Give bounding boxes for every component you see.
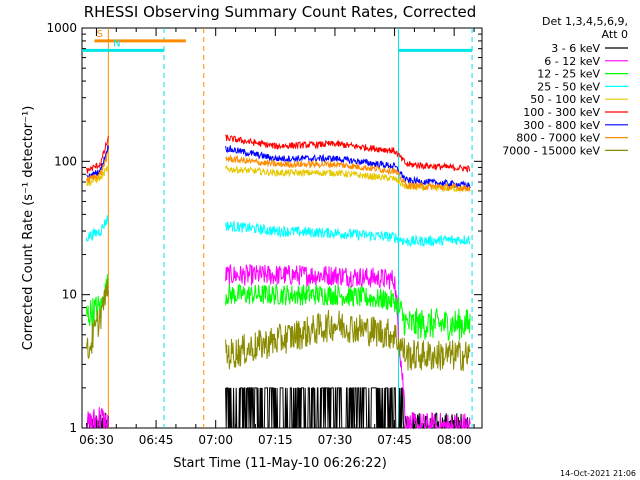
- series-1-segment-1: [225, 263, 471, 430]
- series-3-segment-1: [225, 220, 471, 248]
- series-8-segment-0: [86, 278, 109, 360]
- legend-label-2: 12 - 25 keV: [537, 68, 600, 81]
- y-tick-label-0: 1: [69, 421, 77, 435]
- axes-layer: 1 10 100 1000 06:30 06:45 07:00 07:15 07:30 07:45…: [46, 21, 482, 447]
- plot-data-layer: SN: [82, 28, 473, 430]
- series-6-segment-1: [225, 144, 471, 189]
- x-tick-label-1: 06:45: [139, 433, 174, 447]
- x-axis-label: Start Time (11-May-10 06:26:22): [173, 456, 387, 471]
- flag-label-1: N: [113, 38, 120, 49]
- chart-title: RHESSI Observing Summary Count Rates, Co…: [84, 3, 477, 21]
- footer-timestamp: 14-Oct-2021 21:06: [560, 469, 636, 478]
- legend-label-7: 800 - 7000 keV: [516, 132, 600, 145]
- legend-label-3: 25 - 50 keV: [537, 80, 600, 93]
- legend-header-line-1: Det 1,3,4,5,6,9,: [542, 15, 628, 28]
- series-8-segment-1: [225, 310, 471, 372]
- legend-label-6: 300 - 800 keV: [523, 119, 600, 132]
- y-tick-label-3: 1000: [46, 21, 77, 35]
- flag-label-0: S: [96, 29, 102, 40]
- series-1-segment-0: [86, 407, 109, 430]
- x-tick-label-5: 07:45: [377, 433, 412, 447]
- series-5-segment-1: [225, 134, 471, 173]
- y-tick-label-2: 100: [54, 154, 77, 168]
- series-4-segment-0: [86, 164, 109, 187]
- legend-label-0: 3 - 6 keV: [551, 42, 600, 55]
- series-5-segment-0: [86, 136, 109, 174]
- legend-label-8: 7000 - 15000 keV: [502, 144, 600, 157]
- legend-label-4: 50 - 100 keV: [530, 93, 600, 106]
- plot-frame: [81, 27, 483, 429]
- legend-label-1: 6 - 12 keV: [544, 55, 600, 68]
- x-tick-label-4: 07:30: [318, 433, 353, 447]
- x-tick-label-0: 06:30: [79, 433, 114, 447]
- series-2-segment-1: [225, 283, 471, 342]
- legend-label-5: 100 - 300 keV: [523, 106, 600, 119]
- series-7-segment-0: [86, 151, 109, 184]
- x-tick-label-2: 07:00: [198, 433, 233, 447]
- y-axis-label: Corrected Count Rate (s⁻¹ detector⁻¹): [21, 106, 36, 351]
- x-tick-label-6: 08:00: [437, 433, 472, 447]
- legend-header-line-2: Att 0: [602, 28, 628, 41]
- series-4-segment-1: [225, 165, 471, 194]
- x-tick-label-3: 07:15: [258, 433, 293, 447]
- series-7-segment-1: [225, 154, 471, 192]
- y-tick-label-1: 10: [62, 288, 77, 302]
- series-3-segment-0: [86, 215, 109, 243]
